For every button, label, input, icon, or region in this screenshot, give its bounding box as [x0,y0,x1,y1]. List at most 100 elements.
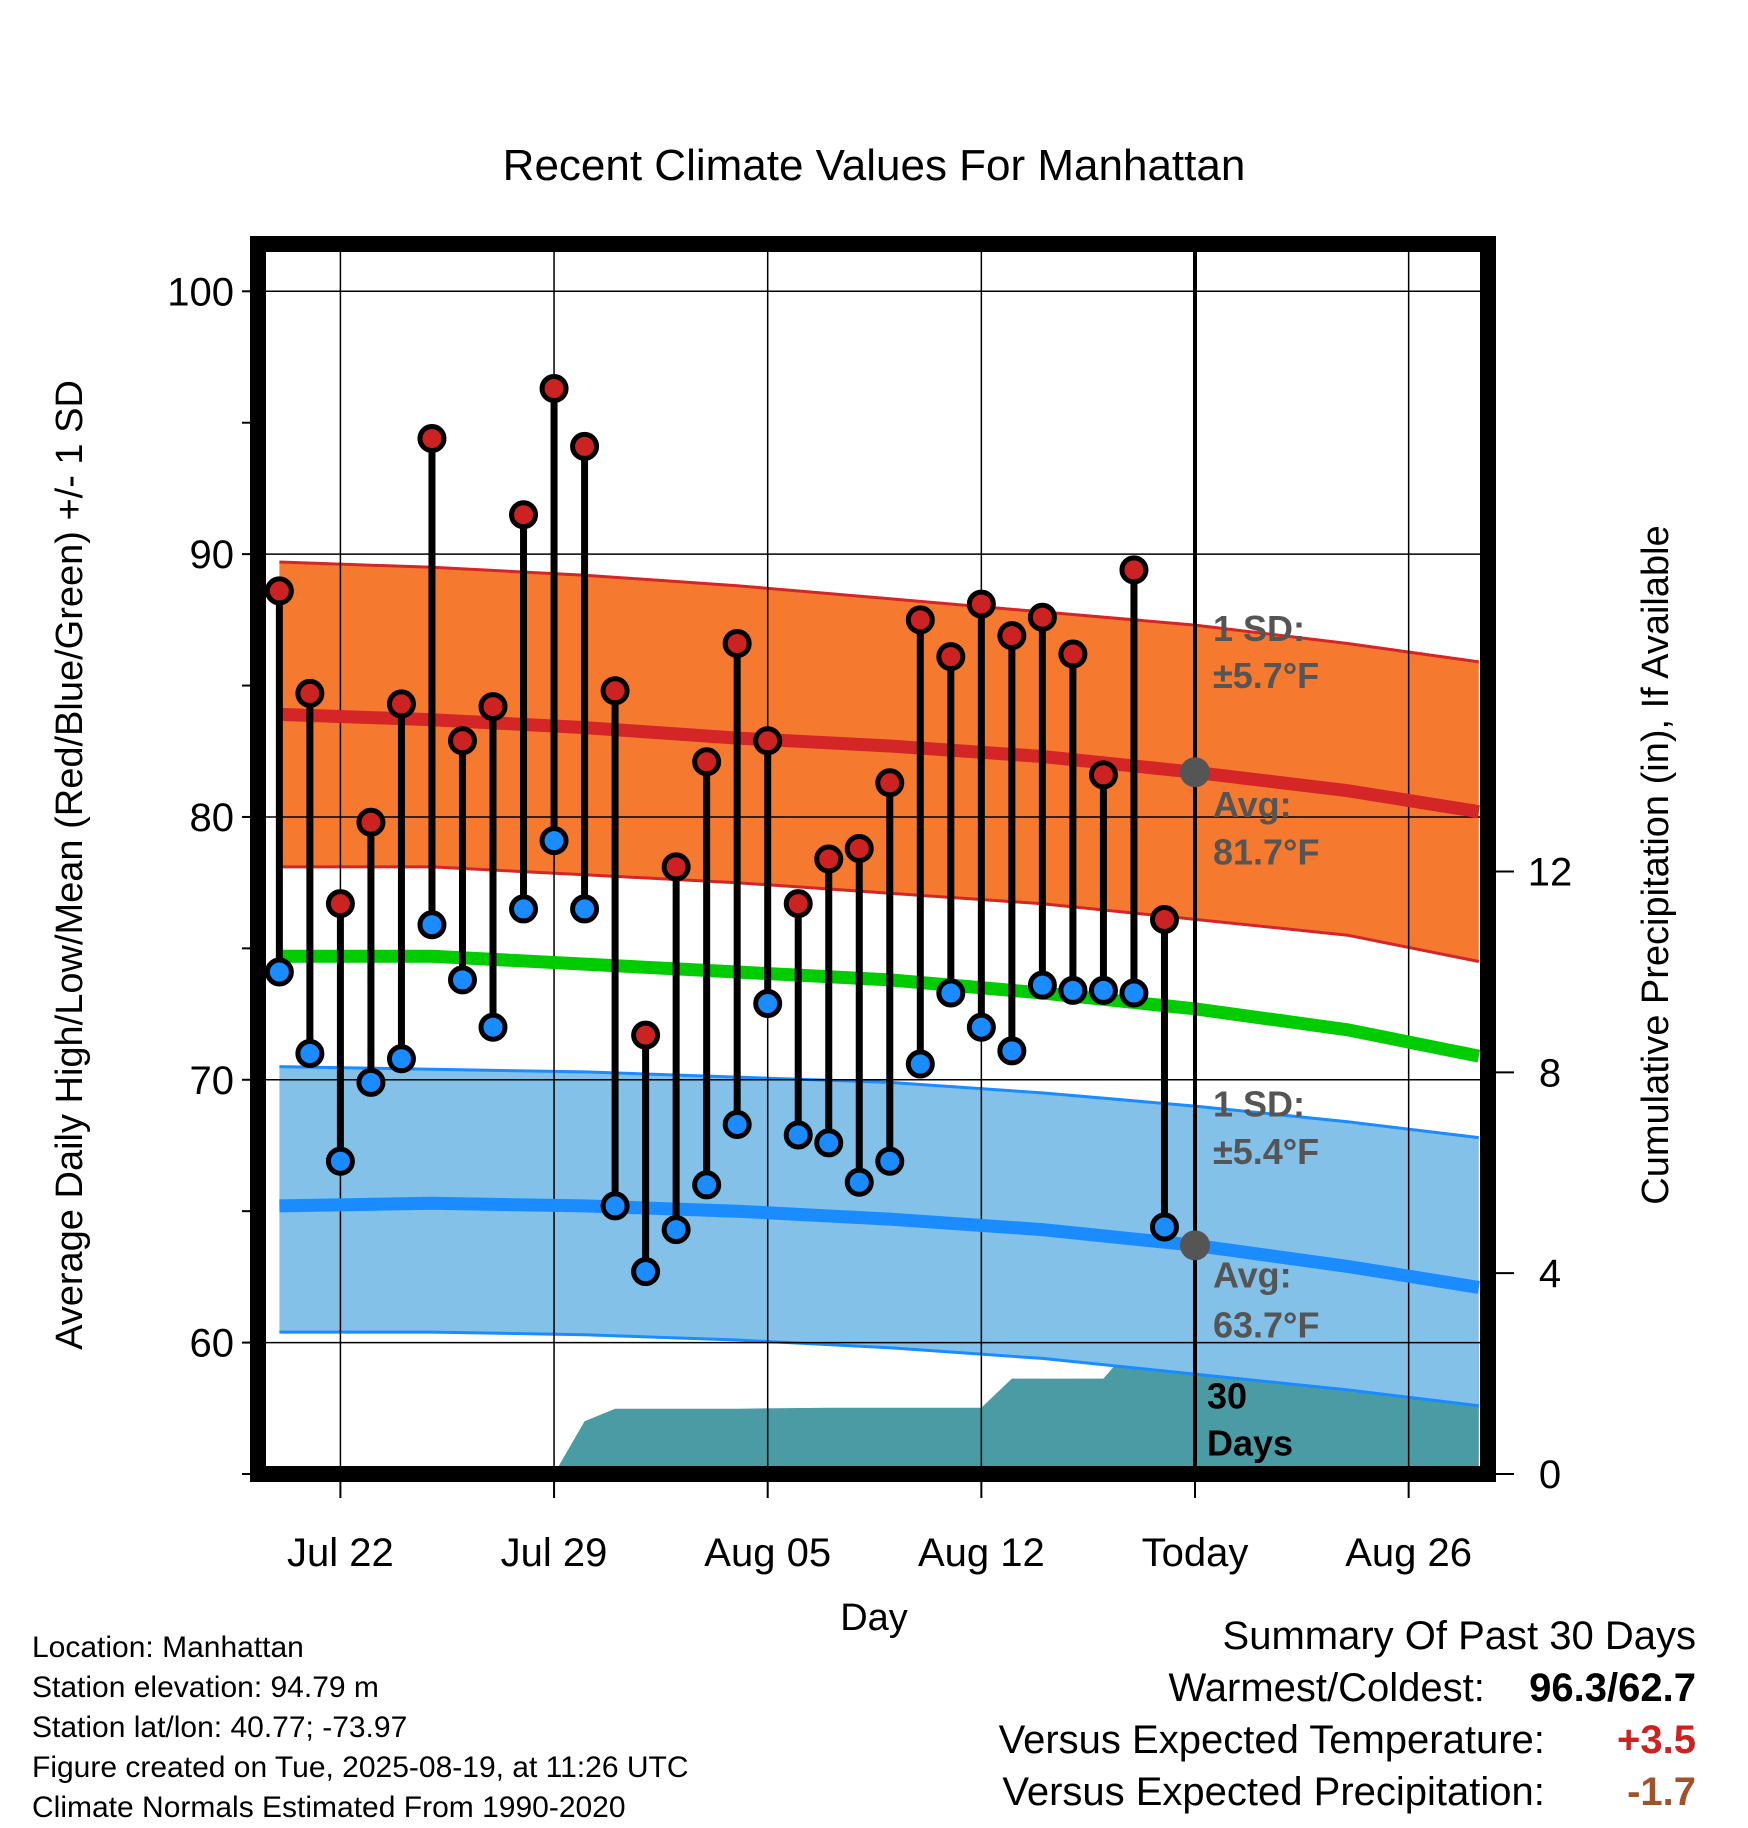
low-point [631,1257,661,1287]
warmest-coldest-row: Warmest/Coldest: 96.3/62.7 [999,1662,1697,1714]
low-point [356,1067,386,1097]
low-point [386,1044,416,1074]
warmest-coldest-label: Warmest/Coldest: [1168,1666,1485,1710]
low-point [325,1146,355,1176]
low-point [600,1191,630,1221]
high-point [386,689,416,719]
low-point [417,910,447,940]
high-point [447,726,477,756]
high-point [661,852,691,882]
x-tick-label: Aug 12 [918,1531,1045,1575]
low-avg-line [279,1196,1480,1294]
low-point [509,894,539,924]
low-point [661,1215,691,1245]
precip-departure-row: Versus Expected Precipitation: -1.7 [999,1766,1696,1818]
high-point [997,621,1027,651]
high-point [936,642,966,672]
temp-departure-value: +3.5 [1617,1718,1696,1762]
high-avg-annotation-value: 81.7°F [1213,831,1319,872]
low-point [1088,975,1118,1005]
y-tick-label: 60 [190,1322,235,1366]
high-avg-line [279,707,1480,819]
high-point [844,833,874,863]
low-point [570,894,600,924]
low-sd-band [279,1066,1479,1406]
low-point [295,1038,325,1068]
y-tick-label: 70 [190,1059,235,1103]
high-point [570,431,600,461]
high-point [1088,760,1118,790]
plot-area: 1 SD: ±5.7°F Avg: 81.7°F 1 SD: ±5.4°F Avg: 63.7… [167,236,1573,1575]
y2-tick-label: 8 [1539,1051,1561,1095]
high-point [966,589,996,619]
low-avg-annotation-value: 63.7°F [1213,1304,1319,1345]
high-sd-band [279,562,1479,962]
temp-departure-row: Versus Expected Temperature: +3.5 [999,1714,1696,1766]
y-tick-label: 90 [190,533,235,577]
high-sd-annotation-value: ±5.7°F [1213,655,1319,696]
x-tick-label: Aug 26 [1345,1531,1472,1575]
low-point [722,1109,752,1139]
today-low-avg-marker [1179,1230,1210,1261]
window-annotation-unit: Days [1207,1423,1293,1464]
low-point [997,1036,1027,1066]
low-sd-annotation-label: 1 SD: [1213,1084,1305,1125]
summary-heading: Summary Of Past 30 Days [1222,1614,1696,1658]
low-point [1119,978,1149,1008]
high-point [875,768,905,798]
high-point [264,576,294,606]
low-point [966,1012,996,1042]
high-point [722,628,752,658]
y2-tick-label: 0 [1539,1453,1561,1497]
high-point [539,374,569,404]
low-point [692,1170,722,1200]
high-point [295,678,325,708]
low-point [1027,970,1057,1000]
x-tick-label: Jul 29 [501,1531,608,1575]
temp-departure-label: Versus Expected Temperature: [998,1718,1545,1762]
elevation-text: Station elevation: 94.79 m [32,1671,379,1704]
high-point [783,889,813,919]
today-high-avg-marker [1179,757,1210,788]
high-point [753,726,783,756]
x-axis-label: Day [840,1597,908,1639]
high-point [1058,639,1088,669]
x-tick-label: Aug 05 [704,1531,831,1575]
low-point [753,989,783,1019]
y2-axis-label: Cumulative Precipitation (in), If Availa… [1635,525,1677,1204]
window-annotation-number: 30 [1207,1375,1247,1416]
x-tick-label: Today [1142,1531,1249,1575]
plot-frame [250,236,1496,1482]
latlon-text: Station lat/lon: 40.77; -73.97 [32,1711,408,1744]
high-sd-annotation-label: 1 SD: [1213,608,1305,649]
low-point [814,1128,844,1158]
high-sd-upper-line [279,560,1480,664]
y2-tick-label: 12 [1528,851,1573,895]
warmest-coldest-value: 96.3/62.7 [1529,1666,1696,1710]
high-point [814,844,844,874]
high-point [600,676,630,706]
low-point [844,1167,874,1197]
low-point [447,965,477,995]
x-tick-label: Jul 22 [287,1531,394,1575]
precip-departure-label: Versus Expected Precipitation: [1002,1770,1545,1814]
low-point [783,1120,813,1150]
low-point [1058,975,1088,1005]
summary-panel: Summary Of Past 30 Days Warmest/Coldest:… [999,1610,1696,1818]
high-point [631,1020,661,1050]
low-avg-annotation-label: Avg: [1213,1254,1292,1295]
high-point [325,889,355,919]
low-sd-lower-line [279,1330,1479,1408]
high-point [1119,555,1149,585]
low-point [875,1146,905,1176]
location-text: Location: Manhattan [32,1631,304,1664]
y-tick-label: 80 [190,796,235,840]
high-avg-annotation-label: Avg: [1213,784,1292,825]
low-point [905,1049,935,1079]
y2-tick-label: 4 [1539,1252,1561,1296]
low-point [1149,1212,1179,1242]
y-axis-label: Average Daily High/Low/Mean (Red/Blue/Gr… [49,380,91,1350]
precip-departure-value: -1.7 [1627,1770,1696,1814]
high-point [905,605,935,635]
